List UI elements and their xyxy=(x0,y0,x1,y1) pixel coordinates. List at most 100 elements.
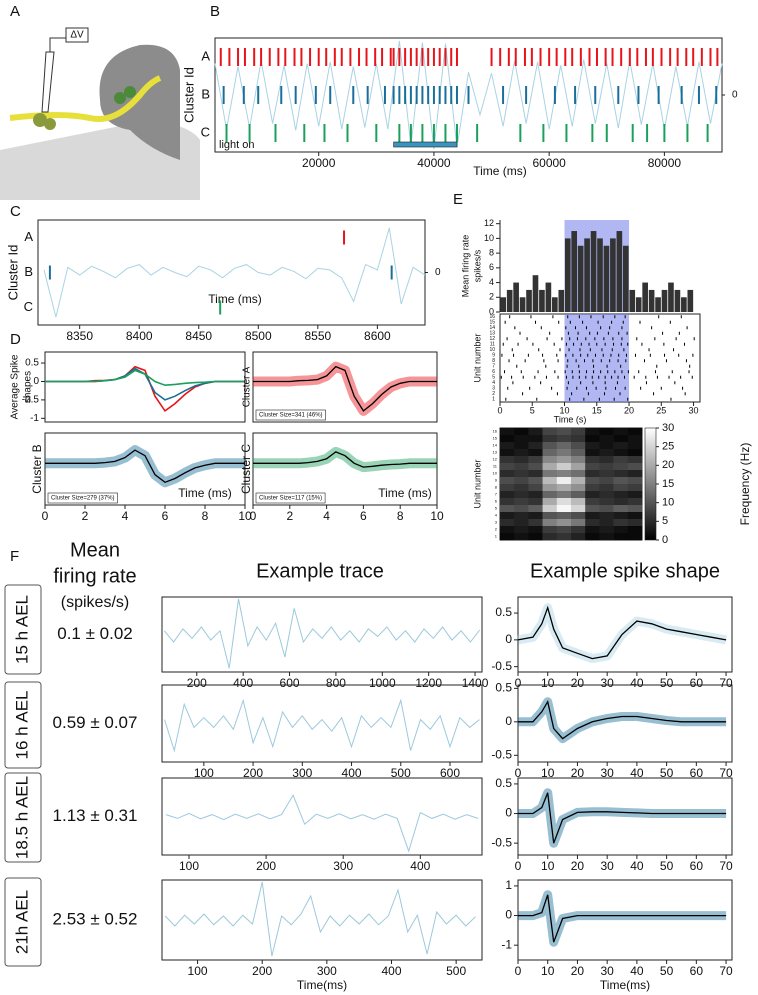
x-axis-label: Time (ms) xyxy=(378,486,432,500)
x-tick-label: 60 xyxy=(690,676,704,690)
rate-header: firing rate xyxy=(53,565,136,587)
y-tick-label: 2 xyxy=(489,292,494,302)
y-axis-label: shapes xyxy=(23,371,34,403)
category-label: 7 xyxy=(492,364,495,370)
mean-line xyxy=(517,605,727,660)
x-tick-label: 600 xyxy=(440,766,460,780)
bar xyxy=(597,238,603,312)
heat-cell xyxy=(514,428,529,436)
heat-cell xyxy=(500,470,515,478)
mean-line xyxy=(45,449,245,484)
x-tick-label: 8 xyxy=(202,509,209,523)
heat-cell xyxy=(585,456,600,464)
category-label: 5 xyxy=(492,375,495,381)
heat-cell xyxy=(500,477,515,485)
x-tick-label: 300 xyxy=(317,964,337,978)
heat-cell xyxy=(500,526,515,534)
category-label: 16 xyxy=(493,429,498,434)
heat-cell xyxy=(585,512,600,520)
heat-cell xyxy=(556,442,572,450)
bar xyxy=(552,297,558,312)
heat-cell xyxy=(500,498,515,506)
heat-cell xyxy=(556,449,572,457)
category-label: 12 xyxy=(489,336,495,342)
heat-cell xyxy=(571,519,586,527)
row-label: 21h AEL xyxy=(12,890,31,954)
light-bar xyxy=(393,141,458,148)
x-tick-label: 40 xyxy=(630,859,644,873)
heat-cell xyxy=(627,505,643,513)
heat-cell xyxy=(500,435,515,443)
heat-cell xyxy=(514,498,529,506)
x-axis-label: Time (ms) xyxy=(473,164,527,178)
trace-line xyxy=(165,794,479,853)
row-label-box xyxy=(4,772,42,863)
heat-cell xyxy=(514,449,529,457)
x-tick-label: 8350 xyxy=(66,329,93,343)
undefined xyxy=(43,227,426,318)
heat-cell xyxy=(613,519,629,527)
plot-frame xyxy=(161,684,483,763)
heat-cell xyxy=(542,519,558,527)
heat-cell xyxy=(585,519,600,527)
x-tick-label: 40 xyxy=(630,766,644,780)
x-tick-label: 8550 xyxy=(304,329,331,343)
category-label: 15 xyxy=(493,436,498,441)
y2-tick-label: 0 xyxy=(435,267,441,278)
bar xyxy=(564,238,571,312)
x-tick-label: 10 xyxy=(238,509,252,523)
heat-cell xyxy=(542,449,558,457)
category-label: 9 xyxy=(495,478,498,483)
heat-cell xyxy=(500,484,515,492)
colorbar xyxy=(644,427,657,541)
heat-cell xyxy=(613,484,629,492)
x-tick-label: 600 xyxy=(280,676,300,690)
heat-cell xyxy=(528,470,543,478)
heat-cell xyxy=(500,491,515,499)
heat-cell xyxy=(585,463,600,471)
plot-frame xyxy=(44,351,246,423)
panel-label: E xyxy=(453,191,463,208)
x-axis-label: Time(ms) xyxy=(600,978,650,992)
x-tick-label: 200 xyxy=(243,766,263,780)
rate-value: 0.1 ± 0.02 xyxy=(57,624,133,643)
x-tick-label: 40000 xyxy=(417,156,451,170)
y-tick-label: 0 xyxy=(505,806,512,820)
bar xyxy=(500,297,507,312)
x-tick-label: 6 xyxy=(360,509,367,523)
heat-cell xyxy=(514,463,529,471)
heat-cell xyxy=(627,512,643,520)
trace-line xyxy=(164,698,480,753)
heat-cell xyxy=(500,449,515,457)
heat-cell xyxy=(528,498,543,506)
category-label: 15 xyxy=(489,320,495,326)
x-tick-label: 8600 xyxy=(364,329,391,343)
heat-cell xyxy=(627,533,643,541)
x-tick-label: 1000 xyxy=(369,676,396,690)
y-tick-label: 0.5 xyxy=(495,605,512,619)
x-axis-label: Time (s) xyxy=(554,414,587,424)
x-tick-label: 8500 xyxy=(245,329,272,343)
colorbar-tick-label: 25 xyxy=(662,441,674,453)
heat-cell xyxy=(571,491,586,499)
category-label: 11 xyxy=(493,464,498,469)
heat-cell xyxy=(585,533,600,541)
heat-cell xyxy=(599,533,614,541)
heat-cell xyxy=(556,484,572,492)
x-tick-label: 500 xyxy=(391,766,411,780)
y-tick-label: -0.5 xyxy=(491,659,512,673)
heat-cell xyxy=(556,498,572,506)
heat-cell xyxy=(500,442,515,450)
heat-cell xyxy=(613,463,629,471)
x-tick-label: 4 xyxy=(122,509,129,523)
heat-cell xyxy=(556,491,572,499)
x-tick-label: 0 xyxy=(515,766,522,780)
y-axis-label: Cluster B xyxy=(30,444,44,493)
bar xyxy=(642,282,648,312)
heat-cell xyxy=(613,449,629,457)
x-tick-label: 0 xyxy=(497,405,502,415)
category-label: 13 xyxy=(489,331,495,337)
plot-frame xyxy=(517,777,733,856)
category-label: 9 xyxy=(492,353,495,359)
heat-cell xyxy=(627,456,643,464)
